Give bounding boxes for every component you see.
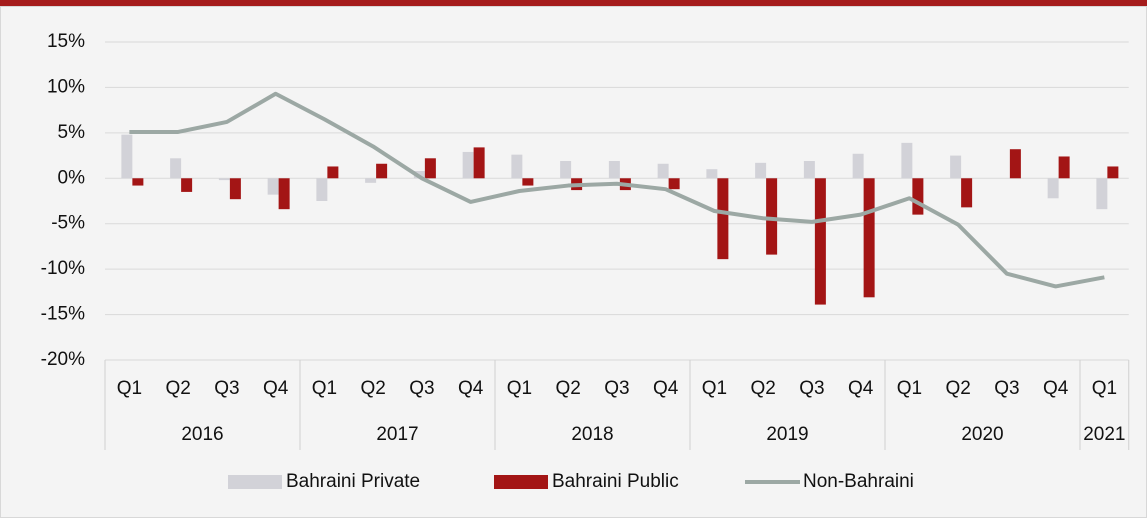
bar xyxy=(803,161,815,179)
bar xyxy=(229,178,241,200)
x-tick-label: Q4 xyxy=(263,378,289,399)
x-tick-label: Q3 xyxy=(604,378,629,399)
x-tick-label: Q3 xyxy=(409,378,434,399)
x-tick-label: Q4 xyxy=(848,378,874,399)
bar xyxy=(462,151,474,179)
legend-label: Bahraini Private xyxy=(286,471,420,492)
y-tick-label: 15% xyxy=(47,31,85,52)
bar xyxy=(668,178,680,190)
bar xyxy=(327,166,339,179)
y-tick-label: 10% xyxy=(47,76,85,97)
x-tick-label: Q4 xyxy=(1043,378,1069,399)
legend-label: Non-Bahraini xyxy=(803,471,914,492)
bar xyxy=(766,178,778,255)
y-tick-label: 0% xyxy=(58,167,86,188)
bar xyxy=(706,169,718,179)
x-tick-label: Q1 xyxy=(702,378,727,399)
group-label: 2016 xyxy=(181,424,223,445)
bar xyxy=(1096,178,1108,210)
bar xyxy=(814,178,826,305)
group-label: 2021 xyxy=(1083,424,1125,445)
x-tick-label: Q1 xyxy=(312,378,337,399)
bar xyxy=(901,142,913,179)
y-tick-label: -10% xyxy=(41,258,85,279)
bar xyxy=(132,178,144,186)
bar xyxy=(657,163,669,179)
x-tick-label: Q1 xyxy=(1092,378,1117,399)
x-tick-label: Q3 xyxy=(214,378,239,399)
bar xyxy=(912,178,924,215)
bar xyxy=(560,161,572,179)
bar xyxy=(424,158,436,179)
legend-swatch xyxy=(494,475,548,489)
bar xyxy=(755,162,767,179)
x-tick-label: Q1 xyxy=(117,378,142,399)
bar xyxy=(950,155,962,179)
group-label: 2017 xyxy=(376,424,418,445)
y-tick-label: -5% xyxy=(51,213,85,234)
group-label: 2020 xyxy=(961,424,1003,445)
bar xyxy=(170,158,182,179)
bar xyxy=(511,154,523,179)
group-label: 2018 xyxy=(571,424,613,445)
legend-swatch xyxy=(228,475,282,489)
legend-label: Bahraini Public xyxy=(552,471,679,492)
bar xyxy=(121,134,133,179)
x-tick-label: Q1 xyxy=(897,378,922,399)
top-bar xyxy=(0,0,1147,6)
group-label: 2019 xyxy=(766,424,808,445)
bar xyxy=(1009,149,1021,179)
y-tick-label: -15% xyxy=(41,304,85,325)
bar xyxy=(863,178,875,298)
x-tick-label: Q2 xyxy=(555,378,580,399)
x-tick-label: Q4 xyxy=(653,378,679,399)
x-tick-label: Q1 xyxy=(507,378,532,399)
bar xyxy=(376,163,388,179)
bar xyxy=(316,178,328,201)
bar xyxy=(522,178,534,186)
bar xyxy=(473,147,485,179)
bar xyxy=(218,178,230,181)
bar xyxy=(852,153,864,179)
y-tick-label: 5% xyxy=(58,122,86,143)
bar xyxy=(365,178,377,183)
bar xyxy=(181,178,193,192)
x-tick-label: Q2 xyxy=(945,378,970,399)
x-tick-label: Q4 xyxy=(458,378,484,399)
bar xyxy=(1047,178,1059,199)
y-tick-label: -20% xyxy=(41,349,85,370)
x-tick-label: Q2 xyxy=(750,378,775,399)
x-tick-label: Q3 xyxy=(994,378,1019,399)
bar xyxy=(1107,166,1119,179)
line xyxy=(129,91,1105,289)
x-tick-label: Q2 xyxy=(165,378,190,399)
bar xyxy=(278,178,290,210)
bar xyxy=(267,178,279,195)
x-tick-label: Q2 xyxy=(360,378,385,399)
bar xyxy=(1058,156,1070,179)
bar xyxy=(961,178,973,208)
bar xyxy=(608,161,620,179)
bar xyxy=(717,178,729,260)
x-tick-label: Q3 xyxy=(799,378,824,399)
